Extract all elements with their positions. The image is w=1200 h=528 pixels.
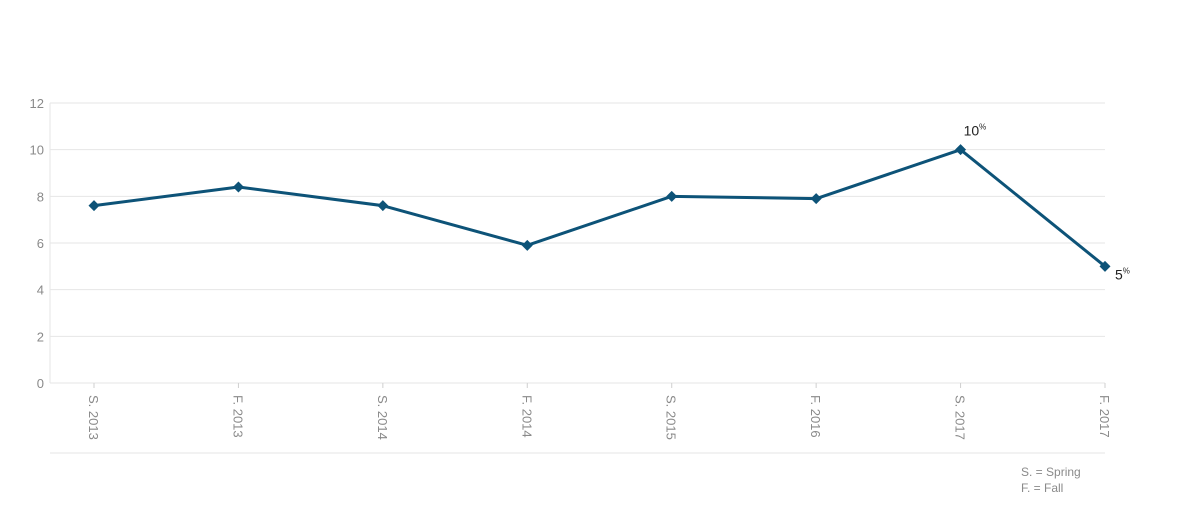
data-point-3 (521, 239, 533, 251)
data-point-4 (666, 190, 678, 202)
data-label-6: 10% (964, 123, 987, 139)
data-point-0 (88, 200, 100, 212)
y-tick-label-4: 4 (37, 283, 44, 298)
data-point-1 (232, 181, 244, 193)
data-label-value: 10% (964, 123, 987, 139)
x-tick-label-7: F. 2017 (1097, 395, 1112, 438)
data-label-value: 5% (1115, 266, 1130, 282)
data-label-unit: % (979, 123, 986, 132)
x-axis: S. 2013 F. 2013 S. 2014 F. 2014 S. 2015 F. 20… (50, 383, 1112, 454)
data-label-7: 5% (1115, 266, 1130, 282)
gridlines (50, 102, 1105, 384)
data-point-2 (377, 200, 389, 212)
x-tick-label-5: F. 2016 (808, 395, 823, 438)
x-tick-label-0: S. 2013 (86, 395, 101, 440)
y-tick-label-12: 12 (30, 96, 44, 111)
annotations: 10% 5% (964, 123, 1130, 283)
data-point-5 (810, 193, 822, 205)
legend-fall: F. = Fall (1021, 481, 1064, 495)
x-tick-label-1: F. 2013 (230, 395, 245, 438)
y-axis: 0 2 4 6 8 10 12 (30, 96, 51, 391)
x-tick-label-3: F. 2014 (519, 395, 534, 438)
x-tick-label-2: S. 2014 (375, 395, 390, 440)
series (88, 144, 1111, 272)
y-tick-label-2: 2 (37, 329, 44, 344)
series-line (92, 148, 1107, 268)
y-tick-label-10: 10 (30, 143, 44, 158)
x-tick-label-6: S. 2017 (953, 395, 968, 440)
data-point-7 (1099, 260, 1111, 272)
x-tick-label-4: S. 2015 (664, 395, 679, 440)
y-tick-label-0: 0 (37, 376, 44, 391)
data-label-unit: % (1123, 266, 1130, 275)
y-tick-label-8: 8 (37, 189, 44, 204)
data-point-6 (955, 144, 967, 156)
y-tick-label-6: 6 (37, 236, 44, 251)
legend-spring: S. = Spring (1021, 465, 1081, 479)
